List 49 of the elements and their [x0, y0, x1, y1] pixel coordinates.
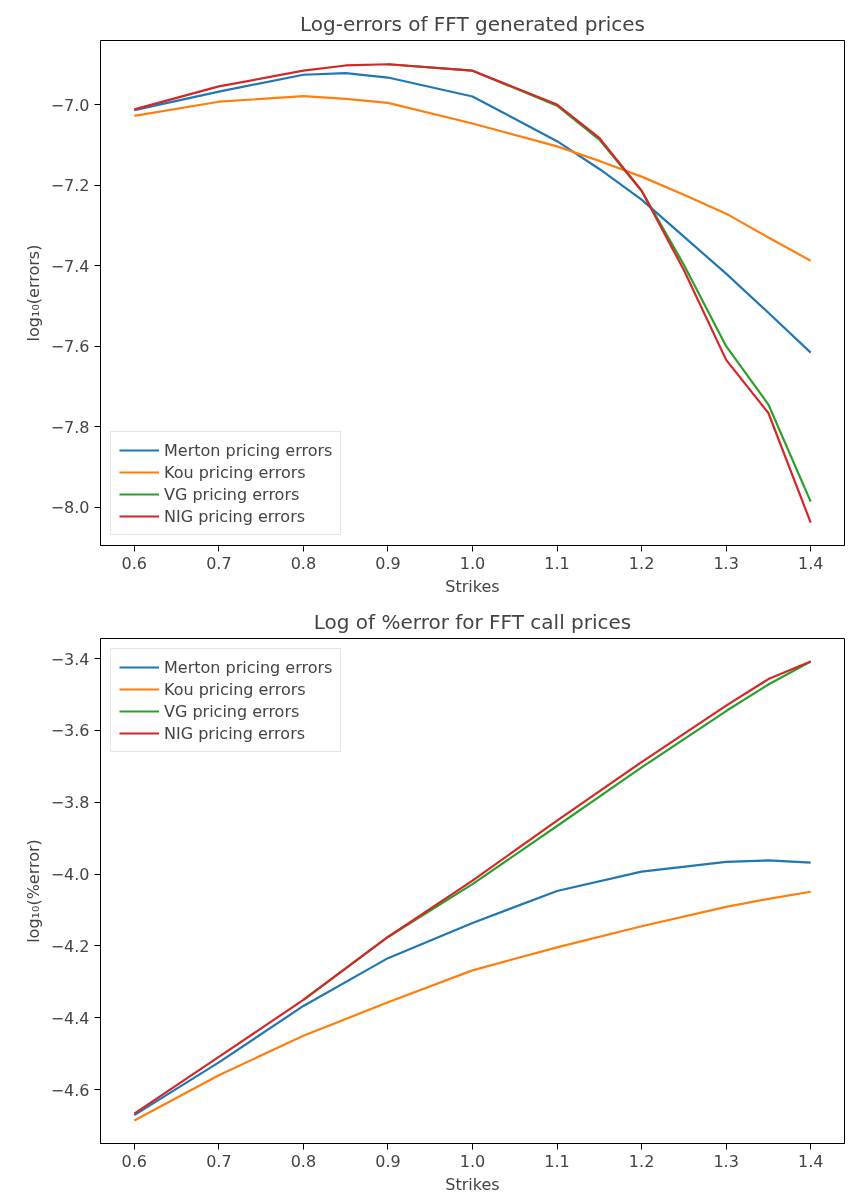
y-tick-label: −3.8 [50, 793, 90, 813]
x-tick-label: 1.2 [628, 553, 655, 573]
x-tick-label: 0.9 [375, 553, 401, 573]
y-tick-label: −8.0 [50, 498, 90, 518]
y-tick-label: −7.4 [50, 256, 90, 276]
x-tick-label: 0.6 [121, 1151, 148, 1171]
x-axis-title: Strikes [445, 1174, 500, 1194]
y-tick-label: −7.8 [50, 417, 90, 437]
x-tick-label: 1.1 [544, 1151, 570, 1171]
y-tick-label: −3.6 [50, 721, 90, 741]
x-tick-label: 1.4 [797, 1151, 824, 1171]
legend-label: Kou pricing errors [164, 679, 306, 699]
x-tick-label: 1.4 [797, 553, 824, 573]
x-tick-label: 1.2 [628, 1151, 655, 1171]
line-series [133, 660, 812, 1115]
y-tick-label: −4.0 [50, 865, 90, 885]
x-tick-label: 0.8 [290, 1151, 317, 1171]
y-tick-label: −7.6 [50, 337, 90, 357]
x-tick-label: 1.1 [544, 553, 570, 573]
legend-label: Merton pricing errors [164, 657, 333, 677]
x-tick-label: 1.0 [459, 553, 486, 573]
legend-label: Kou pricing errors [164, 462, 306, 482]
x-tick-label: 1.3 [713, 553, 739, 573]
line-series [133, 63, 812, 524]
chart-title: Log of %error for FFT call prices [313, 609, 632, 634]
x-tick-label: 1.3 [713, 1151, 739, 1171]
y-tick-label: −7.2 [50, 176, 90, 196]
y-tick-label: −3.4 [50, 649, 90, 669]
y-tick-label: −4.2 [50, 936, 90, 956]
y-axis-title: log₁₀(%error) [23, 839, 43, 943]
x-tick-label: 0.7 [206, 1151, 232, 1171]
x-tick-label: 0.9 [375, 1151, 401, 1171]
legend-label: VG pricing errors [164, 484, 300, 504]
y-tick-label: −4.6 [50, 1080, 90, 1100]
x-axis-title: Strikes [445, 576, 500, 596]
x-tick-label: 0.8 [290, 553, 317, 573]
x-tick-label: 0.7 [206, 553, 232, 573]
legend-label: NIG pricing errors [164, 723, 306, 743]
line-series [133, 94, 812, 262]
line-series [133, 72, 812, 354]
y-axis-title: log₁₀(errors) [23, 244, 43, 342]
legend-label: NIG pricing errors [164, 506, 306, 526]
chart-title: Log-errors of FFT generated prices [300, 11, 645, 36]
y-tick-label: −7.0 [50, 95, 90, 115]
legend-label: VG pricing errors [164, 701, 300, 721]
y-tick-label: −4.4 [50, 1008, 90, 1028]
x-tick-label: 1.0 [459, 1151, 486, 1171]
x-tick-label: 0.6 [121, 553, 148, 573]
legend-label: Merton pricing errors [164, 440, 333, 460]
